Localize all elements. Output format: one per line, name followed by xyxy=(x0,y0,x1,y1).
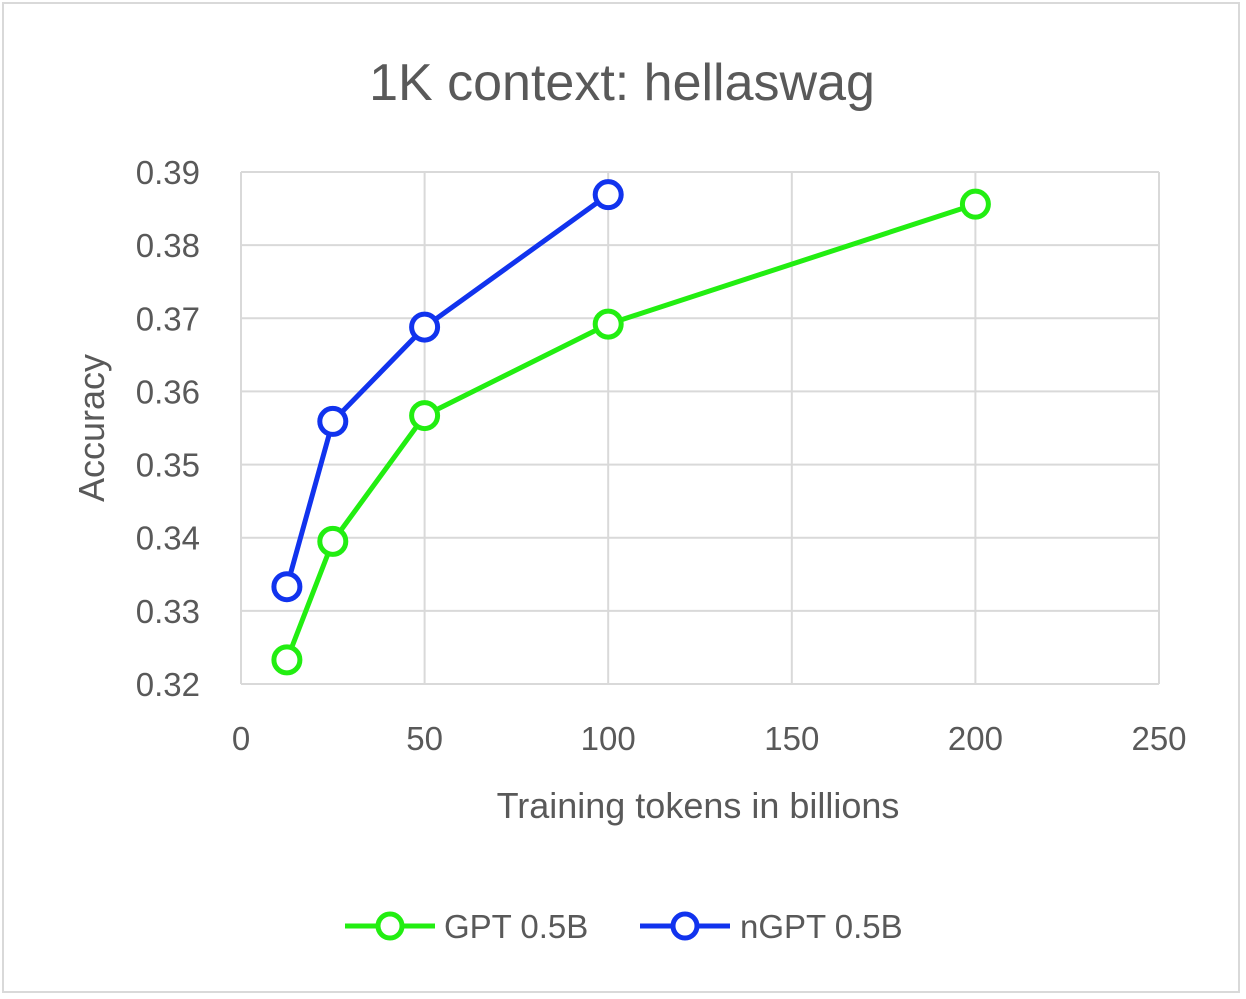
gridlines xyxy=(240,171,1160,685)
legend-marker xyxy=(375,911,405,941)
legend-label: GPT 0.5B xyxy=(444,908,588,945)
series-ngpt xyxy=(271,179,624,603)
data-point xyxy=(271,644,303,676)
data-point xyxy=(592,308,624,340)
y-axis-label: Accuracy xyxy=(71,354,112,502)
y-tick-label: 0.34 xyxy=(136,520,200,557)
x-tick-label: 250 xyxy=(1131,720,1186,757)
data-point xyxy=(409,400,441,432)
y-tick-label: 0.36 xyxy=(136,373,200,410)
y-axis-ticks: 0.32 0.33 0.34 0.35 0.36 0.37 0.38 0.39 xyxy=(136,154,200,703)
legend-item: nGPT 0.5B xyxy=(640,908,903,945)
x-tick-label: 100 xyxy=(581,720,636,757)
series-line xyxy=(284,192,610,588)
data-point xyxy=(317,405,349,437)
legend-item: GPT 0.5B xyxy=(345,908,588,945)
data-point xyxy=(409,311,441,343)
x-tick-label: 200 xyxy=(948,720,1003,757)
y-tick-label: 0.37 xyxy=(136,300,200,337)
chart-title: 1K context: hellaswag xyxy=(369,54,875,112)
series-layer xyxy=(271,179,991,676)
y-tick-label: 0.39 xyxy=(136,154,200,191)
data-point xyxy=(592,179,624,211)
data-point xyxy=(271,571,303,603)
y-tick-label: 0.32 xyxy=(136,666,200,703)
x-axis-label: Training tokens in billions xyxy=(497,785,900,826)
legend-marker xyxy=(670,911,700,941)
y-tick-label: 0.35 xyxy=(136,447,200,484)
legend-label: nGPT 0.5B xyxy=(740,908,903,945)
series-line xyxy=(284,201,977,661)
x-tick-label: 50 xyxy=(406,720,443,757)
y-tick-label: 0.33 xyxy=(136,593,200,630)
x-tick-label: 150 xyxy=(764,720,819,757)
legend: GPT 0.5B nGPT 0.5B xyxy=(345,908,903,945)
series-gpt xyxy=(271,188,991,676)
x-axis-ticks: 0 50 100 150 200 250 xyxy=(232,720,1187,757)
y-tick-label: 0.38 xyxy=(136,227,200,264)
x-tick-label: 0 xyxy=(232,720,250,757)
data-point xyxy=(959,188,991,220)
data-point xyxy=(317,525,349,557)
